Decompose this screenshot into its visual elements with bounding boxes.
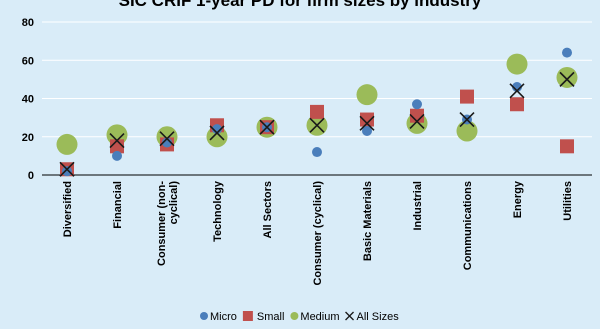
point-all-sizes bbox=[459, 111, 475, 128]
x-tick-label: Consumer (non- bbox=[156, 181, 168, 266]
point-all-sizes bbox=[259, 119, 275, 135]
point-medium bbox=[506, 53, 528, 75]
x-marker-stroke bbox=[309, 117, 325, 133]
x-tick-label: Communications bbox=[462, 181, 474, 270]
legend-marker-medium bbox=[290, 312, 299, 320]
point-all-sizes bbox=[409, 113, 425, 130]
x-tick-label: cyclical) bbox=[168, 181, 180, 225]
point-all-sizes bbox=[209, 125, 225, 141]
x-marker-stroke bbox=[109, 133, 125, 149]
category-label-group: Technology bbox=[212, 180, 224, 242]
category-label-group: Consumer (cyclical) bbox=[312, 181, 324, 286]
point-small bbox=[460, 89, 474, 104]
x-marker-stroke bbox=[59, 161, 75, 177]
category-label-group: Communications bbox=[462, 181, 474, 270]
x-marker-stroke bbox=[159, 131, 175, 147]
legend-label-small: Small bbox=[257, 311, 285, 323]
legend-label-all-sizes: All Sizes bbox=[357, 311, 400, 323]
category-label-group: Utilities bbox=[562, 181, 574, 221]
legend-label-medium: Medium bbox=[300, 311, 339, 323]
legend-marker-micro bbox=[200, 312, 208, 320]
category-label-group: Diversified bbox=[62, 181, 74, 237]
point-micro bbox=[212, 124, 222, 135]
x-tick-label: Basic Materials bbox=[362, 181, 374, 261]
category-label-group: Financial bbox=[112, 181, 124, 229]
legend: Micro Small Medium All Sizes bbox=[200, 311, 399, 323]
x-tick-label: Utilities bbox=[562, 181, 574, 221]
point-micro bbox=[412, 99, 422, 110]
point-medium bbox=[356, 84, 378, 106]
x-marker-stroke bbox=[209, 125, 225, 141]
point-all-sizes bbox=[59, 161, 75, 177]
point-medium bbox=[556, 66, 578, 88]
y-tick-label: 80 bbox=[22, 17, 34, 29]
plot-area: 0 20 40 60 80 Diversified Financial Consumer (n… bbox=[22, 17, 592, 286]
point-all-sizes bbox=[359, 115, 375, 131]
legend-marker-small bbox=[242, 311, 253, 321]
legend-label-micro: Micro bbox=[210, 311, 237, 323]
point-small bbox=[110, 139, 124, 154]
point-micro bbox=[62, 166, 72, 177]
y-tick-label: 40 bbox=[22, 94, 34, 106]
point-small bbox=[410, 108, 424, 123]
x-tick-label: Diversified bbox=[62, 181, 74, 237]
point-all-sizes bbox=[309, 117, 325, 133]
x-marker-stroke bbox=[409, 113, 425, 130]
point-all-sizes bbox=[509, 83, 525, 99]
point-micro bbox=[562, 47, 572, 58]
category-label-group: Consumer (non-cyclical) bbox=[156, 181, 180, 266]
y-tick-label: 20 bbox=[22, 132, 34, 144]
y-tick-label: 60 bbox=[22, 55, 34, 67]
point-small bbox=[560, 139, 574, 154]
category-label-group: Industrial bbox=[412, 181, 424, 231]
x-marker-stroke bbox=[345, 311, 354, 321]
legend-marker-all-sizes bbox=[345, 311, 354, 321]
point-micro bbox=[162, 137, 172, 148]
point-micro bbox=[312, 147, 322, 158]
x-tick-label: Energy bbox=[512, 180, 524, 218]
x-marker-stroke bbox=[509, 83, 525, 99]
category-label-group: Energy bbox=[512, 180, 524, 218]
point-small bbox=[510, 97, 524, 112]
point-all-sizes bbox=[559, 71, 575, 87]
point-micro bbox=[512, 82, 522, 93]
point-micro bbox=[112, 150, 122, 161]
category-label-group: Basic Materials bbox=[362, 181, 374, 261]
category-label-group: All Sectors bbox=[262, 181, 274, 238]
x-tick-label: All Sectors bbox=[262, 181, 274, 238]
x-tick-label: Consumer (cyclical) bbox=[312, 181, 324, 286]
point-micro bbox=[362, 126, 372, 137]
x-tick-label: Industrial bbox=[412, 181, 424, 231]
x-marker-stroke bbox=[259, 119, 275, 135]
point-all-sizes bbox=[109, 133, 125, 149]
y-tick-label: 0 bbox=[28, 170, 34, 182]
point-small bbox=[360, 112, 374, 127]
x-tick-label: Financial bbox=[112, 181, 124, 229]
x-marker-stroke bbox=[559, 71, 575, 87]
x-tick-label: Technology bbox=[212, 180, 224, 242]
chart-title: SIC CRIF 1-year PD for firm sizes by ind… bbox=[119, 0, 482, 10]
point-all-sizes bbox=[159, 131, 175, 147]
x-marker-stroke bbox=[459, 111, 475, 128]
x-marker-stroke bbox=[359, 115, 375, 131]
point-small bbox=[310, 104, 324, 119]
point-medium bbox=[56, 133, 78, 155]
